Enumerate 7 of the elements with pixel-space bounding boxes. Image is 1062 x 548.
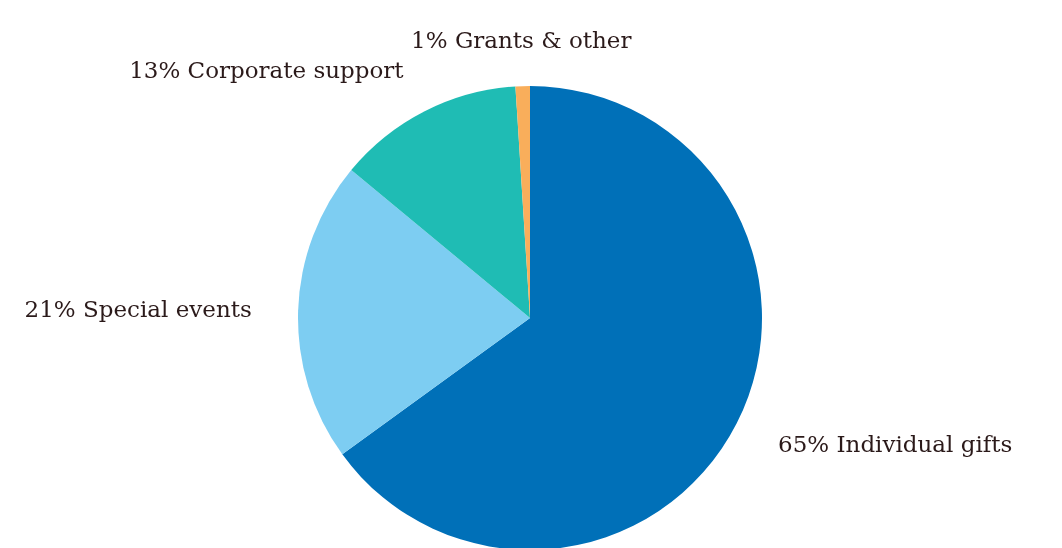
slice-label: 13% Corporate support: [129, 56, 405, 83]
pie-slice: [351, 86, 530, 318]
pie-slice: [298, 170, 530, 455]
slice-label: 21% Special events: [24, 296, 252, 323]
slice-label: 65% Individual gifts: [778, 431, 1013, 458]
slice-label: 1% Grants & other: [411, 26, 632, 53]
pie-slice: [342, 86, 762, 548]
